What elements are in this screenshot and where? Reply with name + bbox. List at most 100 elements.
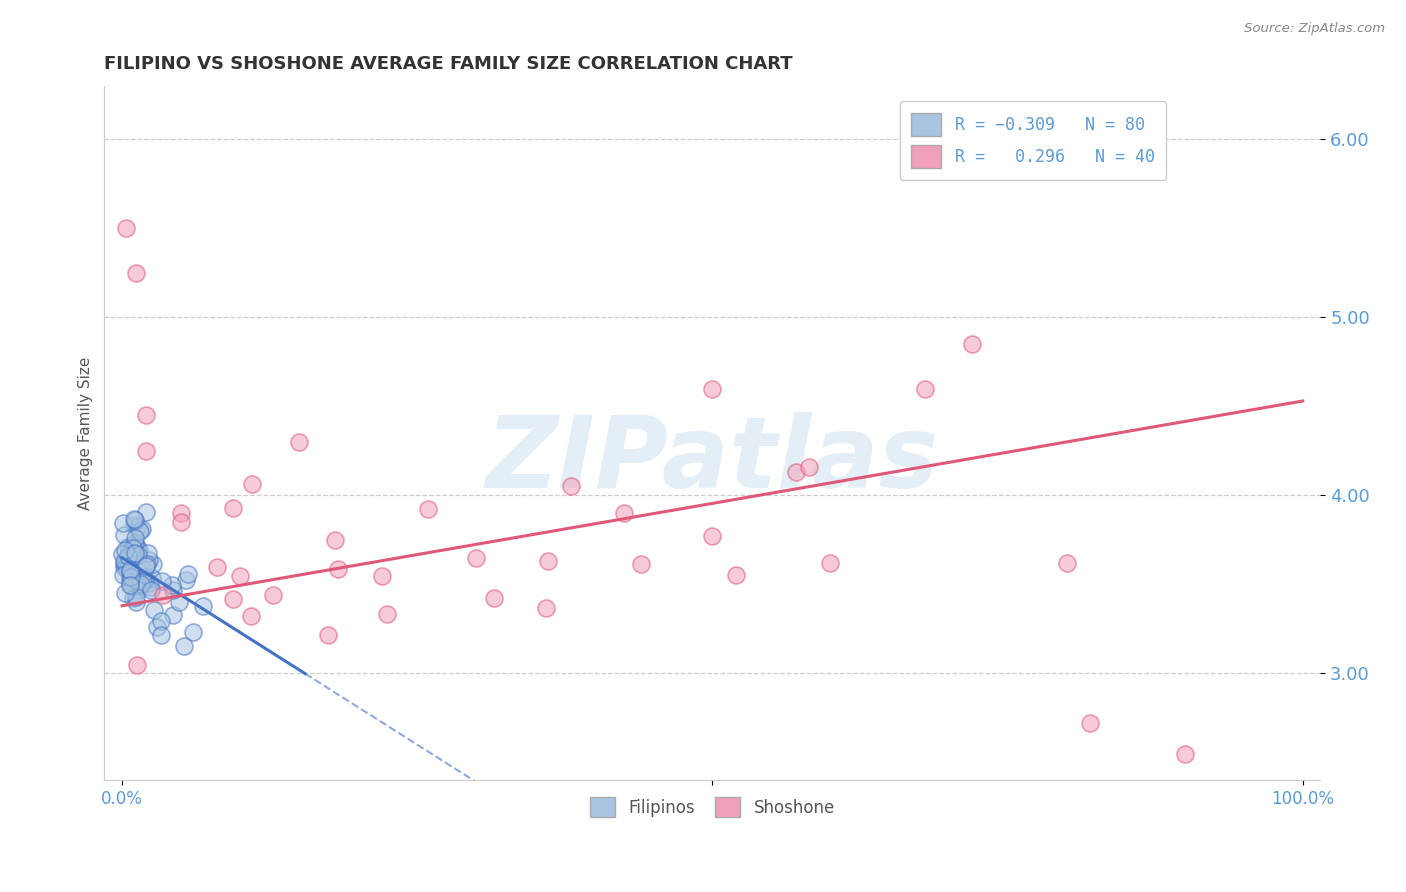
Point <box>162 583 184 598</box>
Point <box>139 583 162 598</box>
Point <box>112 558 135 572</box>
Point <box>141 571 163 585</box>
Point <box>262 588 284 602</box>
Text: ZIPatlas: ZIPatlas <box>486 412 939 509</box>
Point <box>127 548 149 562</box>
Point <box>114 586 136 600</box>
Point <box>162 578 184 592</box>
Point <box>118 574 141 589</box>
Point <box>138 575 160 590</box>
Point <box>122 591 145 605</box>
Point <box>167 595 190 609</box>
Point <box>138 552 160 566</box>
Point <box>127 579 149 593</box>
Point <box>114 542 136 557</box>
Point <box>135 409 157 423</box>
Point <box>150 574 173 588</box>
Point <box>138 546 160 560</box>
Point <box>142 558 165 572</box>
Point <box>125 573 148 587</box>
Point <box>125 541 148 555</box>
Point <box>125 266 148 280</box>
Point <box>150 627 173 641</box>
Point <box>326 562 349 576</box>
Point <box>120 563 142 577</box>
Point <box>139 580 162 594</box>
Point <box>112 554 135 568</box>
Point <box>534 600 557 615</box>
Point <box>125 590 148 604</box>
Point <box>135 443 157 458</box>
Point <box>181 624 204 639</box>
Point <box>129 576 152 591</box>
Point <box>799 459 821 474</box>
Point <box>135 558 157 573</box>
Point <box>124 595 146 609</box>
Point <box>114 555 136 569</box>
Point <box>170 515 193 529</box>
Point <box>121 546 143 560</box>
Point <box>120 571 142 585</box>
Legend: Filipinos, Shoshone: Filipinos, Shoshone <box>583 790 841 824</box>
Text: FILIPINO VS SHOSHONE AVERAGE FAMILY SIZE CORRELATION CHART: FILIPINO VS SHOSHONE AVERAGE FAMILY SIZE… <box>104 55 793 73</box>
Point <box>173 639 195 653</box>
Point <box>112 527 135 541</box>
Point <box>118 546 141 560</box>
Point <box>127 583 149 598</box>
Point <box>128 523 150 537</box>
Point <box>152 588 174 602</box>
Point <box>120 569 142 583</box>
Point <box>145 620 167 634</box>
Point <box>174 573 197 587</box>
Point <box>630 558 652 572</box>
Point <box>177 566 200 581</box>
Point <box>1174 747 1197 761</box>
Point <box>143 602 166 616</box>
Y-axis label: Average Family Size: Average Family Size <box>79 357 93 509</box>
Point <box>560 479 582 493</box>
Point <box>537 554 560 568</box>
Point <box>122 511 145 525</box>
Text: Source: ZipAtlas.com: Source: ZipAtlas.com <box>1244 22 1385 36</box>
Point <box>323 533 346 547</box>
Point <box>371 568 394 582</box>
Point <box>724 568 747 582</box>
Point <box>136 557 159 571</box>
Point <box>115 563 138 577</box>
Point <box>132 574 155 589</box>
Point <box>124 518 146 533</box>
Point <box>149 614 172 628</box>
Point <box>124 536 146 550</box>
Point <box>221 591 243 606</box>
Point <box>170 506 193 520</box>
Point <box>318 628 340 642</box>
Point <box>112 559 135 574</box>
Point <box>613 506 636 520</box>
Point <box>288 434 311 449</box>
Point <box>120 570 142 584</box>
Point <box>125 549 148 564</box>
Point <box>465 550 488 565</box>
Point <box>122 575 145 590</box>
Point <box>124 546 146 560</box>
Point <box>118 577 141 591</box>
Point <box>124 513 146 527</box>
Point <box>482 591 505 605</box>
Point <box>125 520 148 534</box>
Point <box>135 505 157 519</box>
Point <box>124 574 146 589</box>
Point <box>702 382 724 396</box>
Point <box>124 531 146 545</box>
Point <box>125 657 148 672</box>
Point <box>122 541 145 555</box>
Point <box>118 550 141 565</box>
Point <box>377 607 399 621</box>
Point <box>111 547 134 561</box>
Point <box>115 553 138 567</box>
Point <box>1078 716 1101 731</box>
Point <box>114 221 136 235</box>
Point <box>135 571 157 585</box>
Point <box>128 543 150 558</box>
Point <box>121 580 143 594</box>
Point <box>416 501 439 516</box>
